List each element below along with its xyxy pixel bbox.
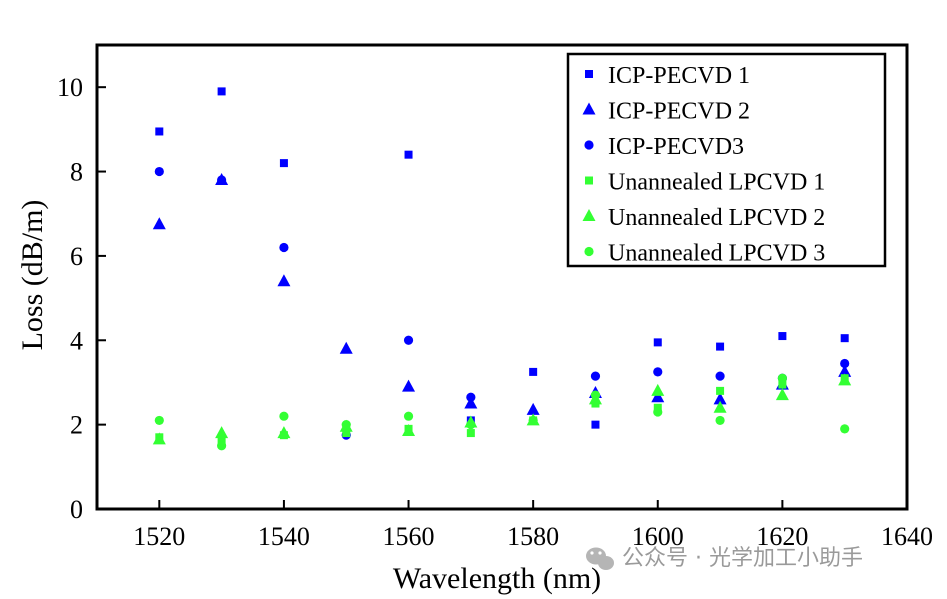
- points-layer: [152, 87, 852, 451]
- legend-label: ICP-PECVD 2: [608, 99, 750, 125]
- y-tick-label: 4: [70, 326, 83, 355]
- legend-marker: [585, 70, 593, 78]
- y-tick-label: 8: [70, 158, 83, 187]
- legend-marker: [584, 140, 594, 150]
- data-point: [152, 432, 166, 445]
- wechat-icon: [586, 547, 614, 570]
- data-point: [838, 373, 852, 386]
- x-tick-label: 1580: [507, 522, 559, 551]
- legend: ICP-PECVD 1 ICP-PECVD 2 ICP-PECVD3 Unanneal…: [566, 52, 887, 268]
- x-tick-label: 1620: [756, 522, 808, 551]
- watermark: 公众号 · 光学加工小助手: [586, 546, 863, 571]
- data-point: [778, 380, 787, 389]
- legend-marker: [585, 176, 593, 185]
- x-tick-label: 1560: [383, 522, 435, 551]
- series-5: [152, 373, 852, 445]
- watermark-text: 公众号 · 光学加工小助手: [622, 546, 863, 571]
- y-axis-title: Loss (dB/m): [16, 200, 49, 351]
- x-tick-label: 1640: [881, 522, 933, 551]
- data-point: [778, 332, 787, 341]
- x-tick-label: 1540: [258, 522, 310, 551]
- data-point: [154, 415, 164, 426]
- legend-items: ICP-PECVD 1 ICP-PECVD 2 ICP-PECVD3 Unanneal…: [582, 63, 825, 267]
- data-point: [464, 396, 478, 409]
- data-point: [339, 341, 353, 354]
- y-tick-label: 2: [70, 411, 83, 440]
- legend-item: Unannealed LPCVD 3: [584, 241, 825, 267]
- y-tick-label: 10: [57, 73, 83, 102]
- data-point: [590, 390, 601, 400]
- legend-marker: [584, 246, 594, 257]
- series-6: [154, 373, 850, 451]
- data-point: [277, 274, 291, 287]
- data-point: [529, 367, 538, 376]
- legend-item: ICP-PECVD 2: [582, 99, 750, 125]
- data-point: [526, 402, 540, 415]
- data-point: [840, 358, 850, 369]
- legend-label: ICP-PECVD3: [608, 134, 744, 160]
- data-point: [840, 424, 850, 434]
- legend-item: Unannealed LPCVD 1: [585, 170, 825, 196]
- legend-marker: [582, 209, 596, 221]
- data-point: [154, 166, 164, 177]
- data-point: [217, 441, 227, 451]
- legend-item: Unannealed LPCVD 2: [582, 205, 825, 231]
- data-point: [840, 334, 849, 343]
- data-point: [403, 411, 414, 421]
- data-point: [528, 415, 538, 426]
- data-point: [152, 217, 166, 230]
- data-point: [215, 426, 229, 439]
- data-point: [713, 400, 727, 413]
- data-point: [279, 159, 288, 168]
- data-point: [217, 175, 227, 185]
- data-point: [341, 420, 351, 430]
- y-tick-label: 0: [70, 495, 83, 524]
- legend-label: ICP-PECVD 1: [608, 63, 750, 89]
- data-point: [653, 367, 663, 377]
- data-point: [402, 379, 416, 392]
- series-4: [155, 374, 849, 446]
- data-point: [217, 87, 226, 96]
- data-point: [403, 335, 414, 345]
- legend-label: Unannealed LPCVD 1: [608, 170, 825, 196]
- data-point: [466, 420, 476, 430]
- data-point: [775, 388, 789, 401]
- y-tick-label: 6: [70, 242, 83, 271]
- data-point: [155, 127, 164, 136]
- data-point: [653, 338, 662, 347]
- data-point: [777, 373, 787, 383]
- data-point: [651, 390, 665, 403]
- data-point: [591, 420, 600, 429]
- data-point: [653, 407, 663, 417]
- legend-label: Unannealed LPCVD 2: [608, 205, 825, 231]
- data-point: [651, 383, 665, 396]
- data-point: [277, 426, 291, 439]
- x-tick-label: 1520: [133, 522, 185, 551]
- data-point: [466, 392, 476, 402]
- data-point: [715, 415, 725, 426]
- data-point: [716, 342, 725, 351]
- data-point: [590, 371, 601, 381]
- legend-marker: [582, 102, 596, 115]
- legend-box: [566, 52, 887, 268]
- data-point: [342, 429, 351, 438]
- data-point: [404, 150, 413, 159]
- plot-frame: [95, 43, 909, 511]
- legend-item: ICP-PECVD 1: [585, 63, 750, 89]
- data-point: [279, 242, 289, 253]
- data-point: [715, 371, 725, 381]
- ticks-layer: 1520 1540 1560 1580 1600 1620 1640 0 2 4 6 8 10: [57, 73, 933, 551]
- data-point: [838, 364, 852, 377]
- data-point: [402, 423, 416, 436]
- data-point: [713, 392, 727, 405]
- x-axis-title: Wavelength (nm): [393, 562, 601, 595]
- data-point: [279, 411, 289, 421]
- data-point: [466, 429, 475, 438]
- legend-label: Unannealed LPCVD 3: [608, 241, 825, 267]
- data-point: [716, 386, 725, 395]
- x-tick-label: 1600: [632, 522, 684, 551]
- legend-item: ICP-PECVD3: [584, 134, 744, 160]
